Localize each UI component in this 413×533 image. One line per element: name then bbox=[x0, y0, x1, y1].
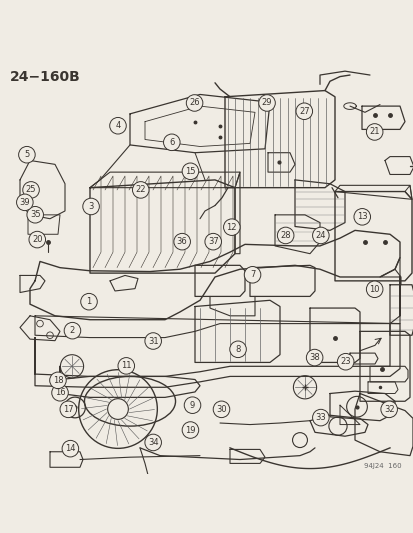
Text: 31: 31 bbox=[147, 336, 158, 345]
Circle shape bbox=[62, 440, 78, 457]
Text: 10: 10 bbox=[368, 285, 379, 294]
Text: 16: 16 bbox=[55, 388, 65, 397]
Circle shape bbox=[366, 281, 382, 297]
Text: 27: 27 bbox=[298, 107, 309, 116]
Circle shape bbox=[312, 227, 328, 244]
Text: 14: 14 bbox=[65, 444, 76, 453]
Circle shape bbox=[204, 233, 221, 250]
Text: 24: 24 bbox=[315, 231, 325, 240]
Text: 1: 1 bbox=[86, 297, 91, 306]
Circle shape bbox=[229, 341, 246, 358]
Text: 24−160B: 24−160B bbox=[10, 70, 81, 84]
Circle shape bbox=[109, 117, 126, 134]
Circle shape bbox=[145, 333, 161, 349]
Circle shape bbox=[60, 401, 76, 418]
Circle shape bbox=[223, 219, 240, 236]
Text: 34: 34 bbox=[147, 438, 158, 447]
Text: 23: 23 bbox=[339, 357, 350, 366]
Text: 12: 12 bbox=[226, 223, 237, 232]
Text: 20: 20 bbox=[32, 235, 43, 244]
Text: 19: 19 bbox=[185, 425, 195, 434]
Circle shape bbox=[353, 208, 370, 225]
Circle shape bbox=[312, 409, 328, 426]
Circle shape bbox=[337, 353, 353, 370]
Circle shape bbox=[295, 103, 312, 119]
Text: 94J24  160: 94J24 160 bbox=[363, 463, 401, 469]
Text: 11: 11 bbox=[121, 361, 131, 370]
Circle shape bbox=[27, 206, 43, 223]
Circle shape bbox=[19, 147, 35, 163]
Text: 18: 18 bbox=[52, 376, 63, 385]
Text: 32: 32 bbox=[383, 405, 394, 414]
Circle shape bbox=[50, 372, 66, 389]
Text: 25: 25 bbox=[26, 185, 36, 195]
Text: 15: 15 bbox=[185, 167, 195, 176]
Text: 36: 36 bbox=[176, 237, 187, 246]
Text: 37: 37 bbox=[207, 237, 218, 246]
Circle shape bbox=[380, 401, 396, 418]
Circle shape bbox=[132, 182, 149, 198]
Circle shape bbox=[213, 401, 229, 418]
Text: 5: 5 bbox=[24, 150, 29, 159]
Circle shape bbox=[145, 434, 161, 451]
Circle shape bbox=[163, 134, 180, 151]
Circle shape bbox=[118, 358, 134, 374]
Circle shape bbox=[29, 231, 45, 248]
Text: 13: 13 bbox=[356, 212, 367, 221]
Circle shape bbox=[23, 182, 39, 198]
Text: 21: 21 bbox=[368, 127, 379, 136]
Circle shape bbox=[277, 227, 293, 244]
Text: 8: 8 bbox=[235, 345, 240, 354]
Text: 6: 6 bbox=[169, 138, 174, 147]
Circle shape bbox=[186, 95, 202, 111]
Text: 30: 30 bbox=[216, 405, 226, 414]
Circle shape bbox=[366, 124, 382, 140]
Circle shape bbox=[64, 322, 81, 339]
Circle shape bbox=[182, 422, 198, 438]
Text: 28: 28 bbox=[280, 231, 290, 240]
Circle shape bbox=[184, 397, 200, 414]
Text: 38: 38 bbox=[309, 353, 319, 362]
Circle shape bbox=[17, 194, 33, 211]
Text: 35: 35 bbox=[30, 210, 40, 219]
Circle shape bbox=[83, 198, 99, 215]
Circle shape bbox=[173, 233, 190, 250]
Circle shape bbox=[81, 293, 97, 310]
Text: 39: 39 bbox=[19, 198, 30, 207]
Text: 4: 4 bbox=[115, 121, 120, 130]
Circle shape bbox=[244, 266, 260, 283]
Text: 29: 29 bbox=[261, 99, 272, 108]
Circle shape bbox=[52, 384, 68, 401]
Circle shape bbox=[306, 349, 322, 366]
Text: 26: 26 bbox=[189, 99, 199, 108]
Circle shape bbox=[258, 95, 275, 111]
Text: 22: 22 bbox=[135, 185, 146, 195]
Circle shape bbox=[182, 163, 198, 180]
Text: 9: 9 bbox=[190, 401, 195, 410]
Text: 17: 17 bbox=[63, 405, 74, 414]
Text: 3: 3 bbox=[88, 202, 93, 211]
Text: 7: 7 bbox=[249, 270, 254, 279]
Text: 2: 2 bbox=[70, 326, 75, 335]
Text: 33: 33 bbox=[315, 413, 325, 422]
